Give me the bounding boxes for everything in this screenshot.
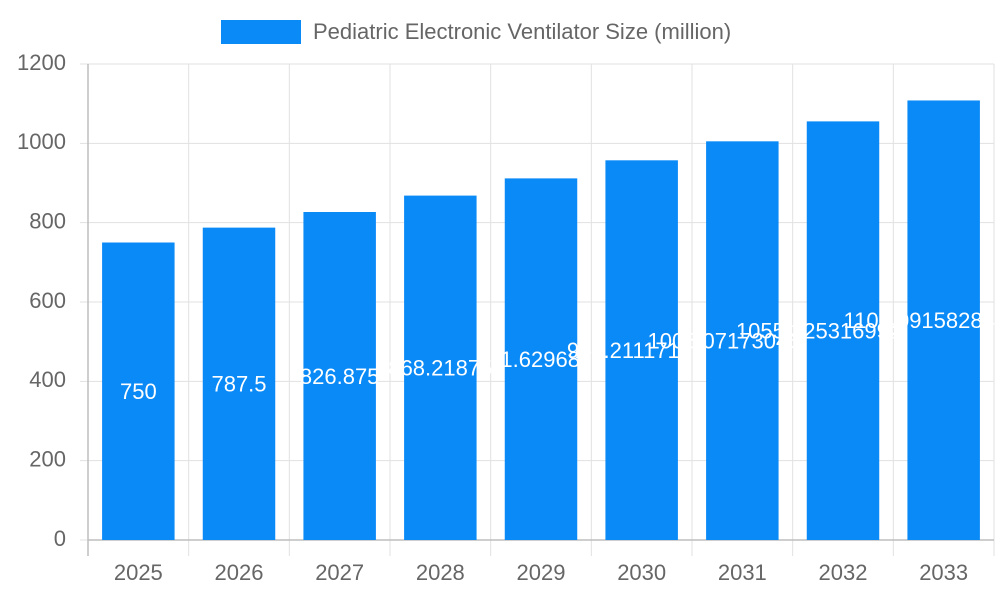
bar	[504, 178, 578, 540]
y-tick-label: 200	[29, 446, 66, 471]
y-tick-label: 1000	[17, 129, 66, 154]
y-tick-label: 600	[29, 288, 66, 313]
x-tick-label: 2026	[215, 560, 264, 585]
x-tick-label: 2033	[919, 560, 968, 585]
data-label: 957.211171875	[567, 338, 717, 363]
bar	[605, 160, 678, 541]
x-tick-label: 2031	[718, 560, 767, 585]
data-label: 1005.07173046875	[648, 328, 838, 353]
bar	[303, 212, 376, 540]
bar	[102, 242, 175, 540]
x-tick-label: 2025	[114, 560, 163, 585]
bar	[706, 141, 779, 541]
data-label: 787.5	[211, 372, 266, 397]
x-tick-label: 2030	[617, 560, 666, 585]
data-label: 826.875	[300, 364, 380, 389]
x-tick-label: 2028	[416, 560, 465, 585]
y-tick-label: 0	[54, 526, 66, 551]
bar	[907, 100, 980, 541]
legend-swatch	[221, 20, 301, 44]
legend-label: Pediatric Electronic Ventilator Size (mi…	[313, 19, 731, 44]
bar	[404, 195, 477, 540]
data-label: 868.21875	[388, 356, 492, 381]
y-tick-label: 800	[29, 208, 66, 233]
y-tick-label: 400	[29, 367, 66, 392]
x-tick-label: 2029	[517, 560, 566, 585]
bar	[806, 121, 880, 540]
data-label: 911.6296875	[478, 347, 605, 372]
bar	[202, 227, 276, 540]
x-tick-label: 2032	[819, 560, 868, 585]
x-tick-label: 2027	[315, 560, 364, 585]
data-label: 750	[120, 379, 157, 404]
y-tick-label: 1200	[17, 50, 66, 75]
data-label: 1108.091582841797	[844, 308, 1000, 333]
